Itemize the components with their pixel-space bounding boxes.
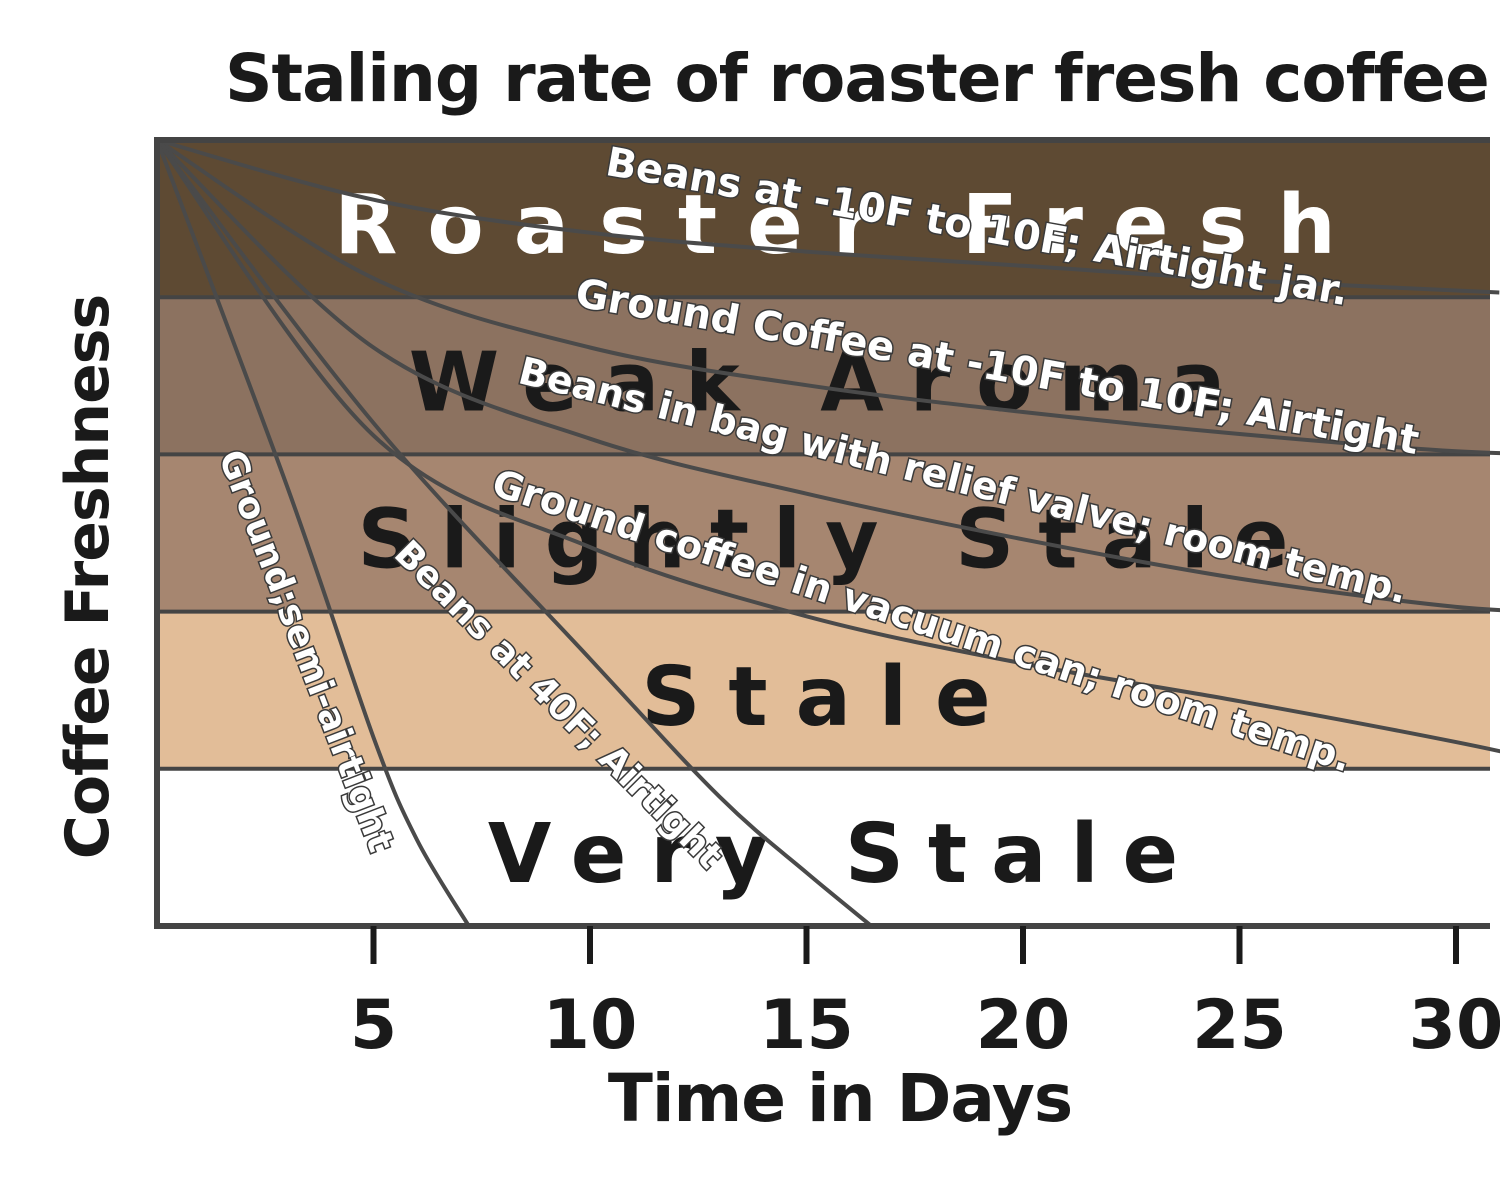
series-line-beans-in-bag-with-relief-valve-room-temp (155, 138, 1500, 613)
x-tick-label-5: 5 (350, 986, 397, 1065)
zone-band-roaster-fresh (157, 140, 1490, 298)
zone-label-weak-aroma: Weak Aroma (409, 335, 1252, 430)
x-axis-label: Time in Days (607, 1060, 1073, 1137)
series-line-ground-coffee-at-10f-to-10f-airtight (155, 138, 1500, 456)
series-line-ground-coffee-in-vacuum-can-room-temp (155, 138, 1500, 754)
zone-label-roaster-fresh: Roaster Fresh (334, 178, 1365, 273)
zone-label-stale: Stale (641, 650, 1018, 745)
series-line-beans-at-40f-airtight (155, 138, 873, 928)
y-axis-label: Coffee Freshness (53, 294, 123, 860)
x-tick-label-20: 20 (976, 986, 1071, 1065)
zone-band-very-stale (157, 768, 1490, 926)
zone-label-slightly-stale: Slightly Stale (358, 493, 1313, 588)
x-tick-label-10: 10 (543, 986, 638, 1065)
plot-frame (154, 137, 1490, 929)
zone-band-slightly-stale (157, 454, 1490, 612)
chart-title: Staling rate of roaster fresh coffee (225, 40, 1490, 117)
zone-label-very-stale: Very Stale (488, 807, 1202, 902)
zone-band-stale (157, 611, 1490, 769)
series-line-beans-at-10f-to-10f-airtight-jar (156, 138, 1500, 295)
x-tick-label-30: 30 (1409, 986, 1500, 1065)
x-tick-label-25: 25 (1192, 986, 1287, 1065)
x-tick-label-15: 15 (759, 986, 854, 1065)
series-line-ground-semi-airtight (155, 139, 471, 928)
